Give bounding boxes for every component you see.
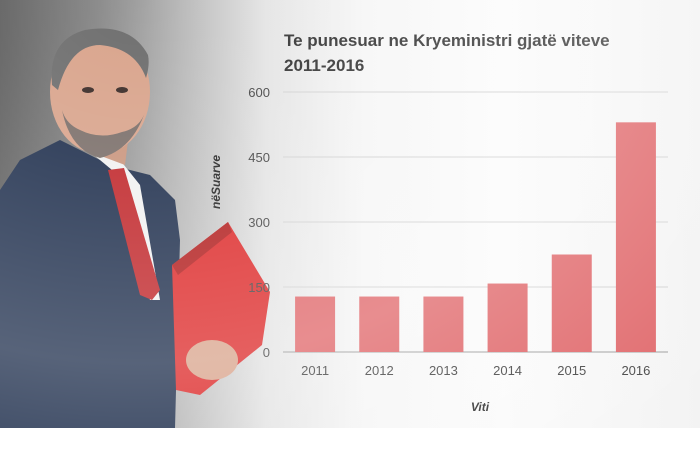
head: [50, 30, 150, 154]
infographic: 0 150 300 450 600 2011 2012 2013 2014 2015 2016 T…: [0, 0, 700, 428]
x-tick-label: 2016: [621, 363, 650, 378]
hair: [51, 28, 149, 90]
x-tick-label: 2014: [493, 363, 522, 378]
beard: [62, 110, 145, 158]
bar-2014: [487, 283, 528, 352]
x-tick-label: 2012: [365, 363, 394, 378]
bar-chart: 0 150 300 450 600 2011 2012 2013 2014 2015 2016: [248, 85, 668, 378]
chart-title-line-1: Te punesuar ne Kryeministri gjatë viteve: [284, 31, 610, 50]
bar-2012: [359, 296, 400, 352]
bar-2015: [551, 254, 592, 352]
bar-2011: [295, 296, 336, 352]
bar-2016: [615, 122, 656, 352]
hand: [186, 340, 238, 380]
man-photo: [0, 28, 270, 428]
x-tick-label: 2013: [429, 363, 458, 378]
y-tick-label: 0: [263, 345, 270, 360]
y-axis-ticks: 0 150 300 450 600: [248, 85, 270, 360]
chart-title-line-2: 2011-2016: [284, 56, 365, 75]
bars: [295, 122, 656, 352]
y-tick-label: 300: [248, 215, 270, 230]
y-tick-label: 150: [248, 280, 270, 295]
x-tick-label: 2011: [301, 363, 329, 378]
x-axis-label: Viti: [470, 400, 490, 414]
x-tick-label: 2015: [557, 363, 586, 378]
y-tick-label: 450: [248, 150, 270, 165]
y-axis-label: nëSuarve: [209, 154, 223, 210]
y-tick-label: 600: [248, 85, 270, 100]
x-axis-ticks: 2011 2012 2013 2014 2015 2016: [301, 363, 650, 378]
bar-2013: [423, 296, 464, 352]
chart-title: Te punesuar ne Kryeministri gjatë viteve…: [284, 28, 684, 78]
grid-lines: [283, 91, 668, 353]
tie: [108, 168, 160, 300]
